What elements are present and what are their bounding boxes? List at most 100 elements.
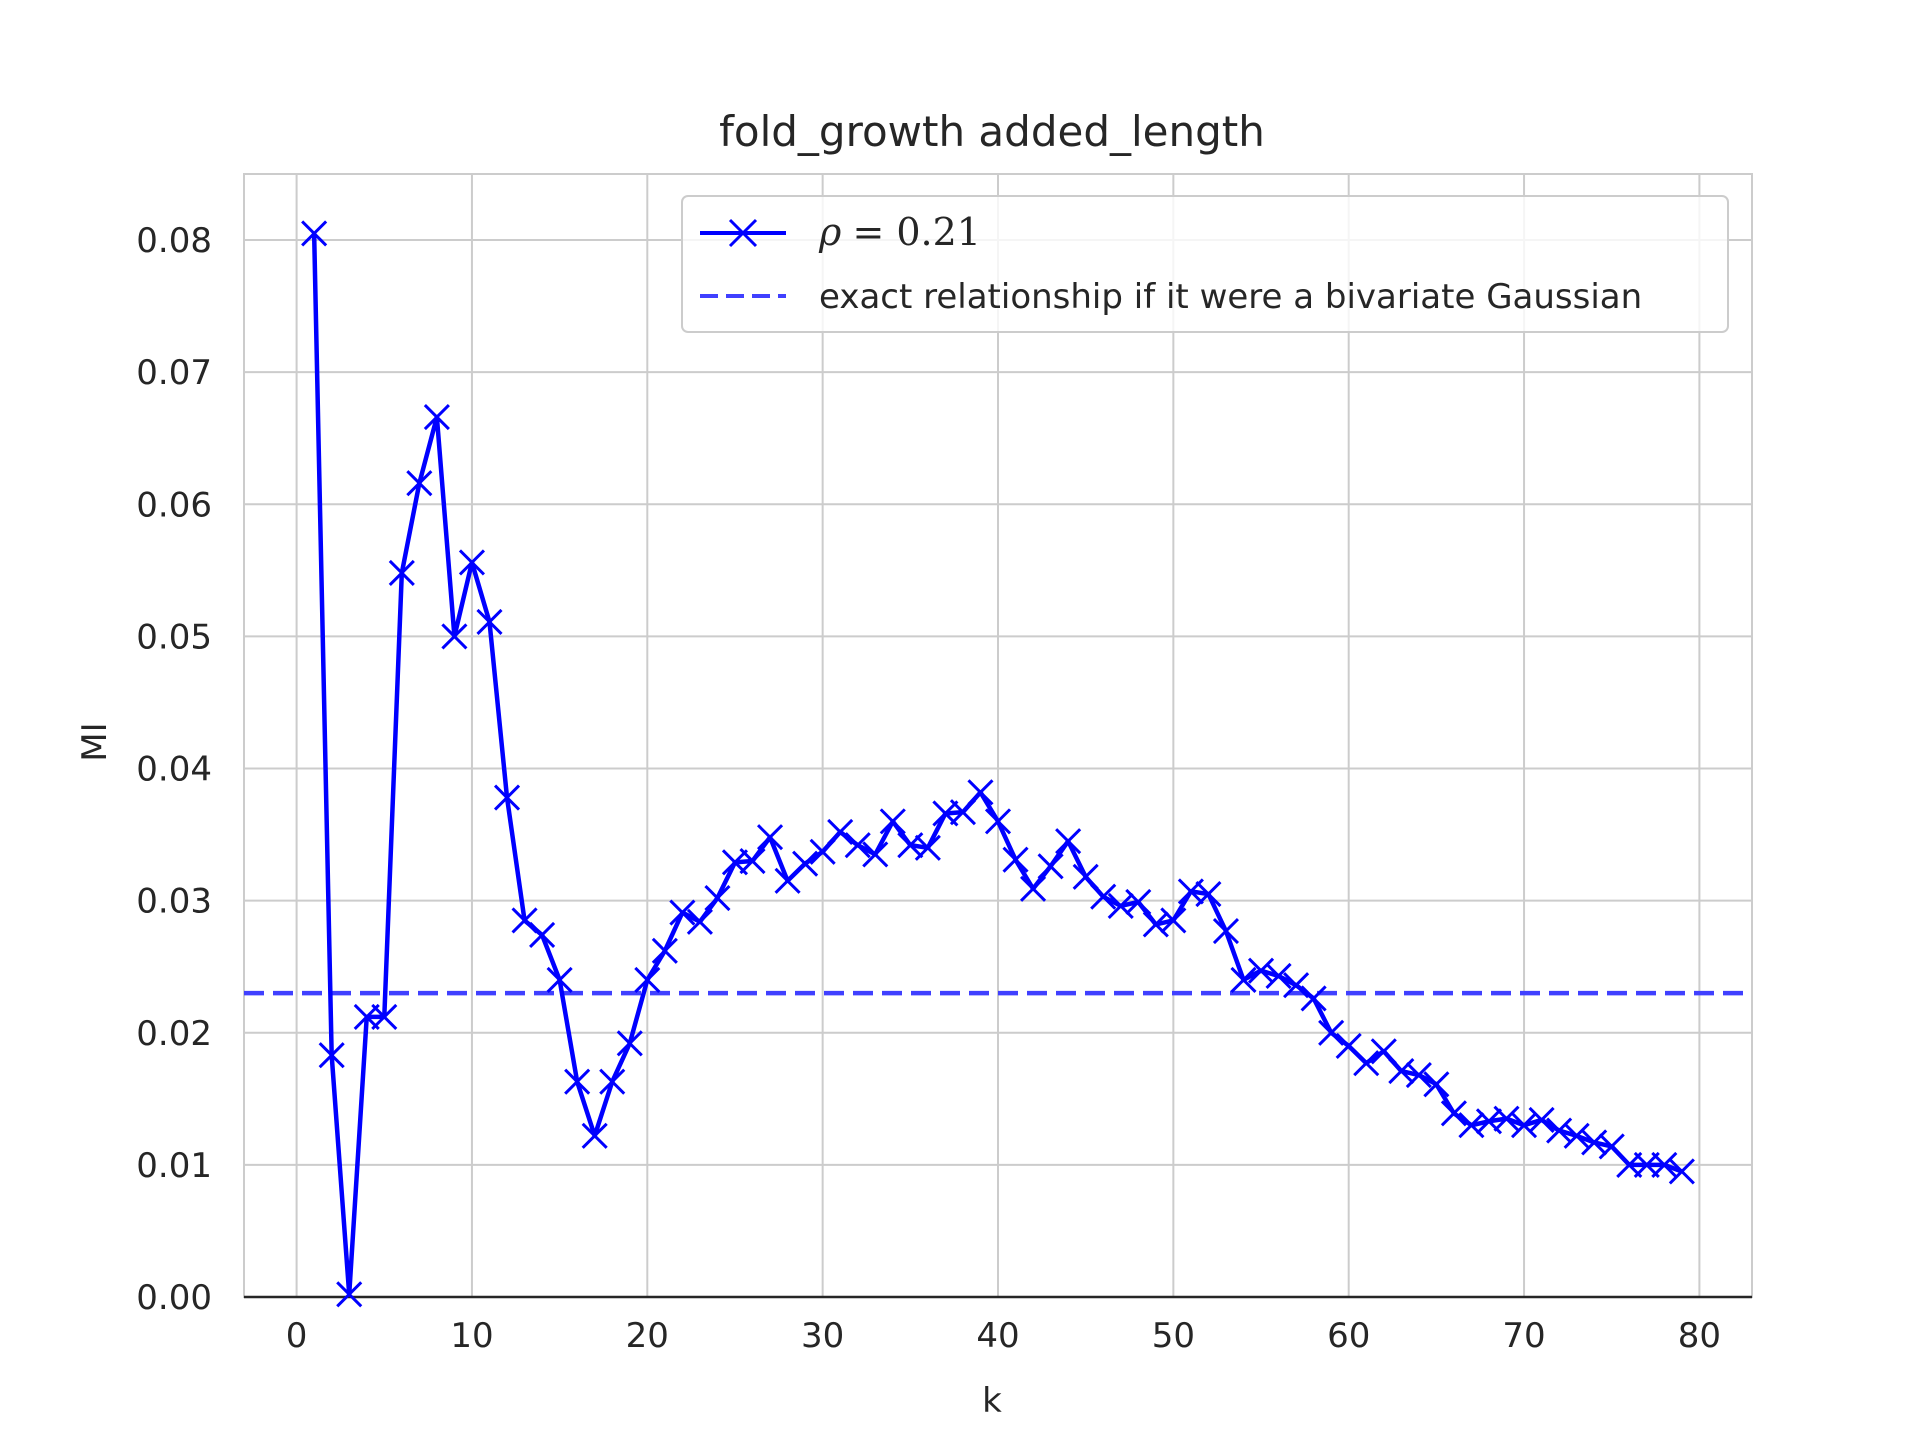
data-point-marker xyxy=(564,1068,591,1095)
data-point-marker xyxy=(862,841,889,868)
legend-rho-value: = 0.21 xyxy=(852,210,981,254)
data-point-marker xyxy=(1125,888,1152,916)
data-point-marker xyxy=(1458,1112,1485,1139)
data-point-marker xyxy=(1546,1117,1573,1144)
data-point-marker xyxy=(493,784,521,811)
data-point-marker xyxy=(686,908,713,935)
data-point-marker xyxy=(529,921,556,949)
data-point-marker xyxy=(1651,1151,1678,1178)
y-tick-label: 0.06 xyxy=(136,485,212,525)
y-tick-labels: 0.00 0.01 0.02 0.03 0.04 0.05 0.06 0.07 0.08 xyxy=(136,221,212,1318)
data-point-marker xyxy=(949,799,976,826)
mi-series xyxy=(301,220,1695,1308)
y-axis-label: MI xyxy=(75,722,115,761)
data-point-marker xyxy=(1055,828,1082,855)
legend-label-gaussian: exact relationship if it were a bivariat… xyxy=(819,277,1642,317)
data-point-marker xyxy=(441,623,468,650)
data-point-marker xyxy=(1581,1129,1608,1156)
data-point-marker xyxy=(1563,1122,1590,1149)
legend-label-series: ρ = 0.21 xyxy=(818,210,981,254)
data-point-marker xyxy=(1265,962,1292,990)
legend-x-marker-icon xyxy=(728,218,758,248)
y-tick-label: 0.02 xyxy=(136,1014,212,1054)
data-point-marker xyxy=(634,966,661,993)
data-point-marker xyxy=(581,1122,608,1149)
data-point-marker xyxy=(1212,917,1240,945)
data-point-marker xyxy=(1072,863,1099,890)
data-point-marker xyxy=(879,808,906,835)
x-tick-label: 50 xyxy=(1152,1316,1195,1356)
y-tick-label: 0.05 xyxy=(136,617,212,657)
x-tick-label: 80 xyxy=(1678,1316,1721,1356)
data-point-marker xyxy=(704,884,731,912)
data-point-marker xyxy=(616,1030,643,1057)
data-point-marker xyxy=(388,559,415,587)
data-point-marker xyxy=(1405,1061,1432,1089)
data-point-marker xyxy=(1090,883,1117,910)
x-tick-label: 10 xyxy=(450,1316,493,1356)
legend: ρ = 0.21 exact relationship if it were a… xyxy=(681,195,1729,333)
data-point-marker xyxy=(1195,880,1222,908)
data-point-marker xyxy=(458,549,486,576)
data-point-marker xyxy=(371,1003,398,1030)
data-point-marker xyxy=(651,937,678,964)
data-point-marker xyxy=(1107,892,1134,919)
y-tick-label: 0.08 xyxy=(136,221,212,261)
x-tick-label: 40 xyxy=(976,1316,1019,1356)
x-gridlines xyxy=(295,174,1701,1297)
data-point-marker xyxy=(756,824,784,851)
data-point-marker xyxy=(599,1068,626,1095)
data-point-marker xyxy=(1160,907,1187,934)
data-point-marker xyxy=(1020,875,1047,902)
chart-title: fold_growth added_length xyxy=(719,107,1265,156)
x-tick-labels: 0 10 20 30 40 50 60 70 80 xyxy=(286,1316,1721,1356)
data-point-marker xyxy=(1002,846,1029,873)
data-point-marker xyxy=(1370,1038,1397,1065)
data-point-marker xyxy=(1510,1112,1538,1139)
legend-rho-symbol: ρ xyxy=(818,210,842,254)
data-point-marker xyxy=(336,1281,363,1308)
y-tick-label: 0.07 xyxy=(136,353,212,393)
y-tick-label: 0.04 xyxy=(136,750,212,790)
data-point-marker xyxy=(511,907,538,934)
x-tick-label: 30 xyxy=(801,1316,844,1356)
data-point-marker xyxy=(1230,966,1257,993)
x-tick-label: 0 xyxy=(286,1316,308,1356)
data-point-marker xyxy=(1318,1019,1345,1046)
y-tick-label: 0.03 xyxy=(136,882,212,922)
data-point-marker xyxy=(739,847,766,875)
data-point-marker xyxy=(1283,972,1310,999)
x-tick-label: 60 xyxy=(1327,1316,1370,1356)
data-point-marker xyxy=(967,779,994,806)
y-tick-label: 0.01 xyxy=(136,1146,212,1186)
data-point-marker xyxy=(423,404,450,431)
data-point-marker xyxy=(1300,985,1327,1012)
data-point-marker xyxy=(1668,1158,1695,1185)
data-point-marker xyxy=(546,966,573,993)
data-point-marker xyxy=(1353,1050,1380,1077)
x-tick-label: 20 xyxy=(626,1316,669,1356)
data-point-marker xyxy=(1528,1106,1555,1134)
x-axis-label: k xyxy=(982,1381,1002,1421)
data-point-marker xyxy=(1142,911,1169,938)
data-point-marker xyxy=(809,838,836,865)
legend-box xyxy=(681,195,1729,333)
data-point-marker xyxy=(827,818,854,846)
data-point-marker xyxy=(984,808,1012,835)
data-point-marker xyxy=(792,850,819,877)
data-point-marker xyxy=(1493,1105,1520,1132)
data-point-marker xyxy=(1388,1058,1415,1085)
y-tick-label: 0.00 xyxy=(136,1278,212,1318)
data-point-marker xyxy=(914,834,941,861)
data-point-marker xyxy=(1423,1071,1450,1098)
data-point-marker xyxy=(844,832,871,859)
data-point-marker xyxy=(476,608,503,635)
data-point-marker xyxy=(318,1042,345,1069)
data-point-marker xyxy=(406,470,433,497)
data-point-marker xyxy=(1247,957,1275,984)
data-point-marker xyxy=(1037,853,1064,880)
data-point-marker xyxy=(669,899,696,926)
data-point-marker xyxy=(301,220,328,247)
data-point-marker xyxy=(1440,1100,1467,1127)
